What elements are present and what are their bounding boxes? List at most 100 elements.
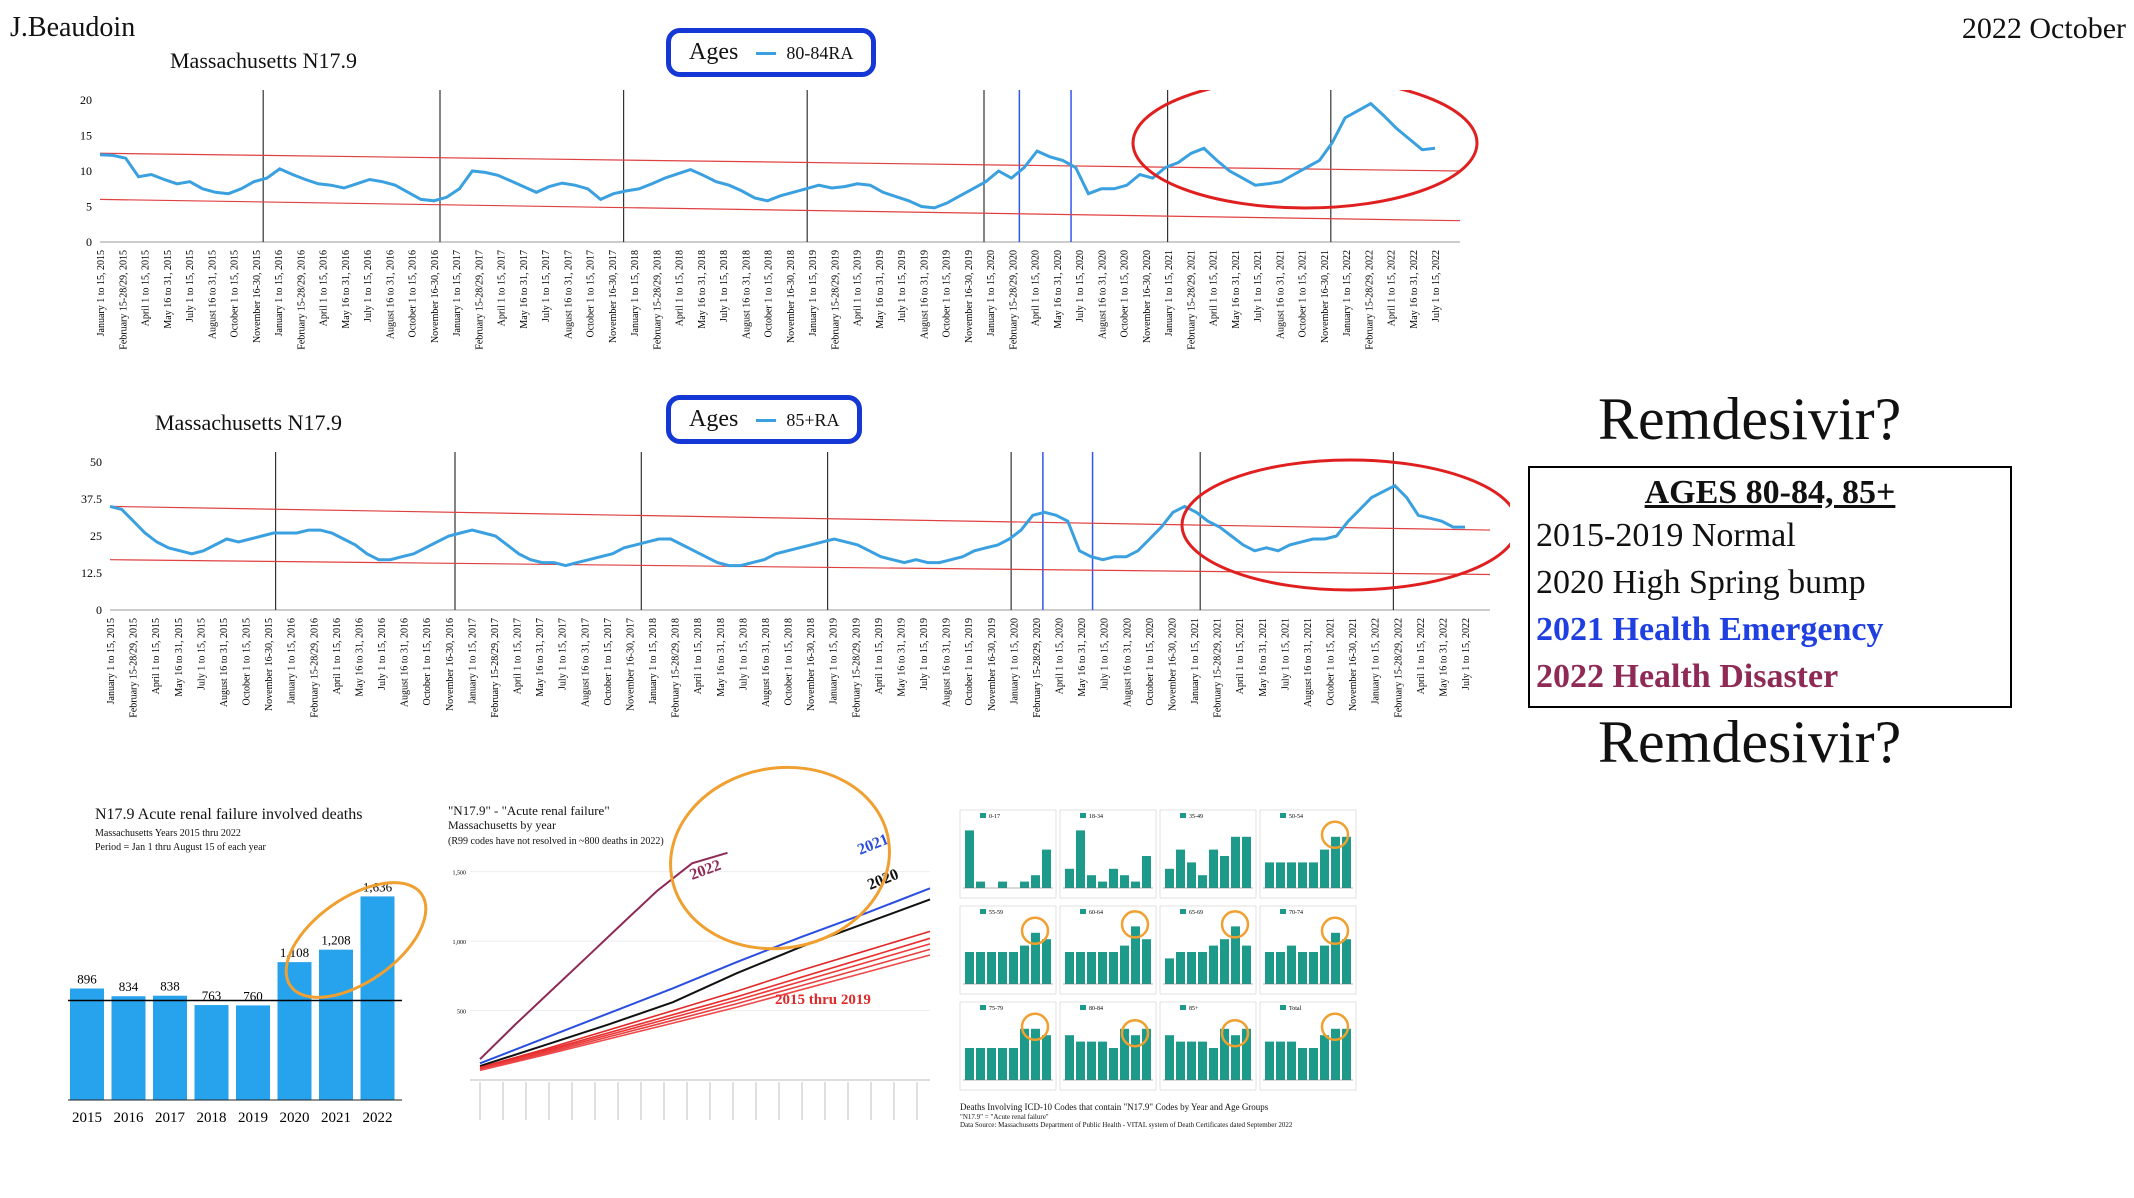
panel-legend-swatch [1180,909,1186,914]
series-line [479,943,931,1070]
x-tick-label: May 16 to 31, 2019 [875,250,886,329]
bar [1220,856,1229,888]
series-line [109,483,1465,568]
bar [1198,952,1207,984]
bar [987,1048,996,1080]
bar [1242,1028,1251,1080]
bar [976,952,985,984]
x-tick-label: August 16 to 31, 2019 [919,250,930,339]
x-tick-label: January 1 to 15, 2022 [1371,618,1382,704]
x-tick-label: October 1 to 15, 2015 [242,618,253,706]
chart2-legend-series: 85+RA [786,410,840,430]
bar [1198,1041,1207,1080]
bar [70,988,104,1100]
bar [1131,1035,1140,1080]
bar [1142,1028,1151,1080]
panel-label: 70-74 [1289,910,1303,916]
x-tick-label: November 16-30, 2017 [608,250,619,343]
bar [360,896,395,1100]
x-tick-label: November 16-30, 2021 [1320,250,1331,343]
x-tick-label: April 1 to 15, 2015 [141,250,152,326]
chart4-subtitle-1: Massachusetts by year [448,818,556,832]
x-tick-label: May 16 to 31, 2019 [896,618,907,697]
x-tick-label: October 1 to 15, 2019 [942,250,953,338]
panel-label: 75-79 [989,1006,1003,1012]
x-tick-label: January 1 to 15, 2019 [829,618,840,704]
bar [965,830,974,888]
x-tick-label: July 1 to 15, 2020 [1075,250,1086,322]
chart2-line-chart: 0 12.5 25 37.5 50 January 1 to 15, 2015 Februa… [81,452,1510,718]
x-tick-label: October 1 to 15, 2020 [1120,250,1131,338]
y-tick-label: 1,000 [453,940,467,946]
y-tick-label: 500 [457,1010,466,1016]
x-tick-label: 2015 [72,1110,102,1126]
bar [998,881,1007,888]
bar-value-label: 760 [243,988,263,1003]
bar [1220,939,1229,984]
x-tick-label: 2022 [363,1110,393,1126]
x-tick-label: October 1 to 15, 2015 [230,250,241,338]
bar [277,962,312,1100]
chart5-title: Deaths Involving ICD-10 Codes that conta… [960,1102,1269,1112]
bar [1087,875,1096,888]
bar [1065,868,1074,888]
highlight-circle [669,765,891,951]
x-tick-label: February 15-28/29, 2015 [118,250,129,350]
x-tick-label: August 16 to 31, 2017 [580,618,591,707]
x-tick-label: August 16 to 31, 2018 [761,618,772,707]
bar [1031,875,1040,888]
x-tick-label: July 1 to 15, 2020 [1100,618,1111,690]
bar [153,995,187,1100]
x-tick-label: January 1 to 15, 2020 [986,250,997,336]
panel-legend-swatch [980,813,986,818]
bar [1287,1041,1296,1080]
chart3-title: N17.9 Acute renal failure involved death… [95,806,363,823]
panel-frame [959,809,1057,899]
panel-label: 65-69 [1189,910,1203,916]
bar [1231,1035,1240,1080]
x-tick-label: February 15-28/29, 2015 [129,618,140,718]
bar [1098,952,1107,984]
x-tick-label: July 1 to 15, 2021 [1253,250,1264,322]
series-line [479,937,931,1069]
bar [1020,881,1029,888]
x-tick-label: May 16 to 31, 2018 [697,250,708,329]
bar [1076,952,1085,984]
panel-frame [1159,1001,1257,1091]
bar [1042,939,1051,984]
x-tick-label: November 16-30, 2016 [430,250,441,343]
remdesivir-bottom: Remdesivir? [1598,709,1902,775]
highlight-circle [1120,910,1150,939]
y-tick-label: 20 [80,93,92,107]
bar [1109,952,1118,984]
y-tick-label: 0 [96,603,102,617]
x-tick-label: July 1 to 15, 2016 [377,618,388,690]
panel-legend-swatch [980,1005,986,1010]
annotation-2022: 2022 [688,857,724,884]
bar [1287,945,1296,984]
x-tick-label: August 16 to 31, 2016 [385,250,396,339]
panel-label: 80-84 [1089,1006,1103,1012]
x-tick-label: November 16-30, 2020 [1142,250,1153,343]
bar [1209,1048,1218,1080]
bar [1098,1041,1107,1080]
x-tick-label: January 1 to 15, 2019 [808,250,819,336]
bar [1320,945,1329,984]
panel-label: 55-59 [989,910,1003,916]
bar [1120,875,1129,888]
x-tick-label: January 1 to 15, 2018 [648,618,659,704]
ages-line-spring: 2020 High Spring bump [1536,564,1866,601]
x-tick-label: October 1 to 15, 2021 [1326,618,1337,706]
x-tick-label: February 15-28/29, 2017 [490,618,501,718]
bar [1331,932,1340,984]
ages-line-disaster: 2022 Health Disaster [1536,658,1839,695]
panel-legend-swatch [1080,1005,1086,1010]
bar [1209,849,1218,888]
bar [1231,836,1240,888]
x-tick-label: October 1 to 15, 2017 [603,618,614,706]
x-tick-label: 2019 [238,1110,268,1126]
panel-frame [1159,809,1257,899]
bar [1165,868,1174,888]
panel-legend-swatch [1280,1005,1286,1010]
bar [1309,1048,1318,1080]
